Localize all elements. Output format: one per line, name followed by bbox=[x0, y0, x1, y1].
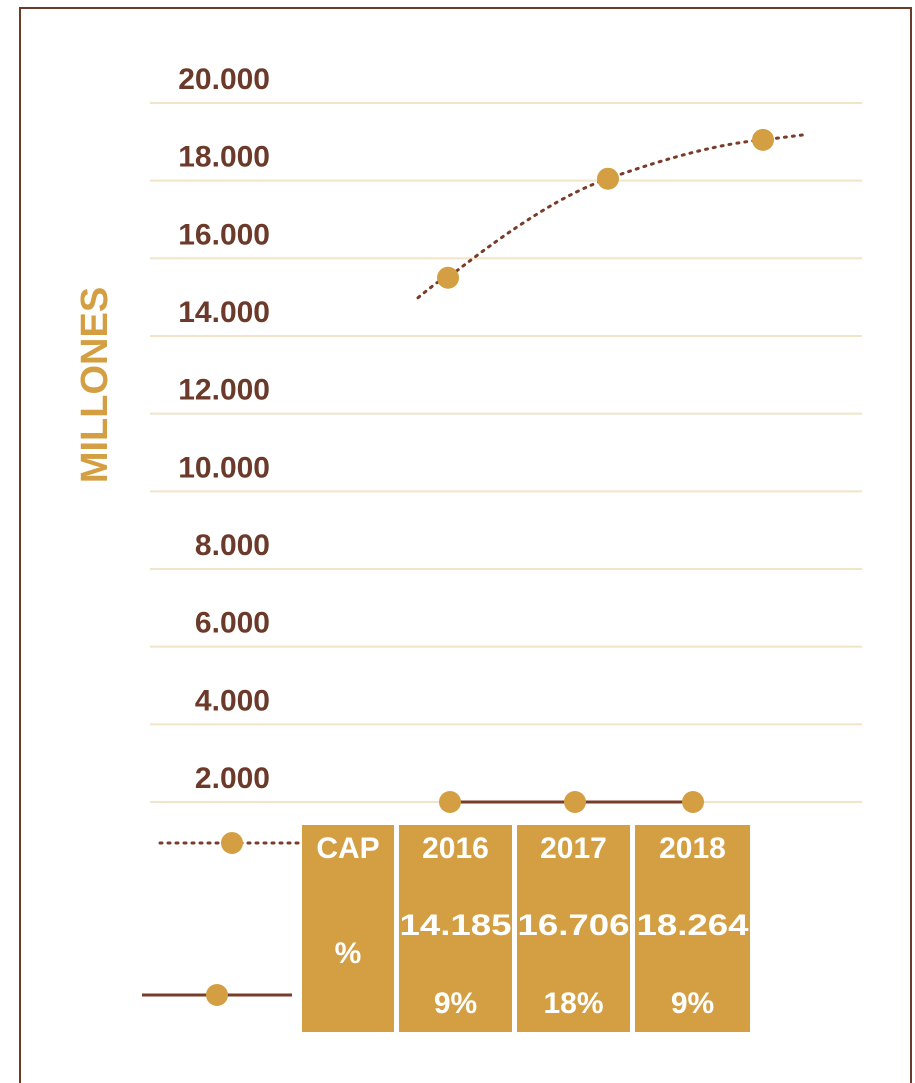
table-cell bbox=[635, 825, 750, 1032]
table-value: 14.185 bbox=[400, 909, 512, 942]
table-value: 18.264 bbox=[637, 909, 749, 942]
table-percent: 9% bbox=[671, 987, 714, 1020]
legend-dot bbox=[221, 832, 243, 854]
table-value: 16.706 bbox=[518, 909, 630, 942]
y-tick-label: 14.000 bbox=[178, 296, 270, 329]
table-header: % bbox=[335, 937, 362, 970]
table-header: 2018 bbox=[659, 832, 726, 865]
y-tick-label: 10.000 bbox=[178, 451, 270, 484]
table-percent: 18% bbox=[543, 987, 603, 1020]
point bbox=[682, 791, 704, 813]
y-tick-label: 12.000 bbox=[178, 374, 270, 407]
y-tick-label: 2.000 bbox=[195, 762, 270, 795]
point bbox=[439, 791, 461, 813]
y-axis-label: MILLONES bbox=[74, 287, 116, 483]
y-tick-label: 16.000 bbox=[178, 218, 270, 251]
point bbox=[752, 128, 774, 151]
table-cell bbox=[517, 825, 630, 1032]
point bbox=[597, 167, 619, 190]
table-header: CAP bbox=[316, 832, 379, 865]
table-percent: 9% bbox=[434, 987, 477, 1020]
frame bbox=[19, 7, 912, 1083]
table-header: 2016 bbox=[422, 832, 489, 865]
legend-dot bbox=[206, 984, 228, 1006]
table-cell bbox=[399, 825, 512, 1032]
table-cell bbox=[302, 825, 394, 1032]
y-tick-label: 20.000 bbox=[178, 63, 270, 96]
y-tick-label: 8.000 bbox=[195, 529, 270, 562]
trend-line bbox=[416, 133, 805, 300]
y-tick-label: 6.000 bbox=[195, 607, 270, 640]
table-header: 2017 bbox=[540, 832, 607, 865]
point bbox=[437, 266, 459, 289]
y-tick-label: 4.000 bbox=[195, 684, 270, 717]
point bbox=[564, 791, 586, 813]
y-tick-label: 18.000 bbox=[178, 141, 270, 174]
